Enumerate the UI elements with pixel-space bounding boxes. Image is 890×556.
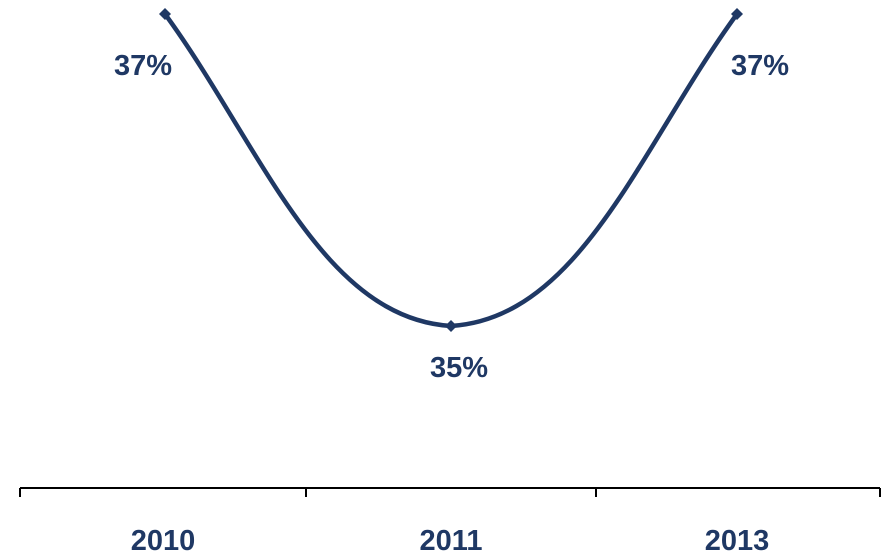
- data-label: 37%: [731, 50, 789, 82]
- data-point-marker: [445, 320, 457, 332]
- data-label: 37%: [114, 50, 172, 82]
- x-axis: 2010 2011 2013: [19, 487, 881, 556]
- data-label: 35%: [430, 352, 488, 384]
- series-line: [162, 11, 740, 329]
- x-tick-label: 2010: [131, 525, 196, 556]
- data-point-marker: [159, 8, 171, 20]
- series-layer: 37% 35% 37%: [114, 8, 789, 384]
- x-tick-label: 2013: [705, 525, 770, 556]
- x-tick-label: 2011: [420, 525, 483, 556]
- data-point-marker: [731, 8, 743, 20]
